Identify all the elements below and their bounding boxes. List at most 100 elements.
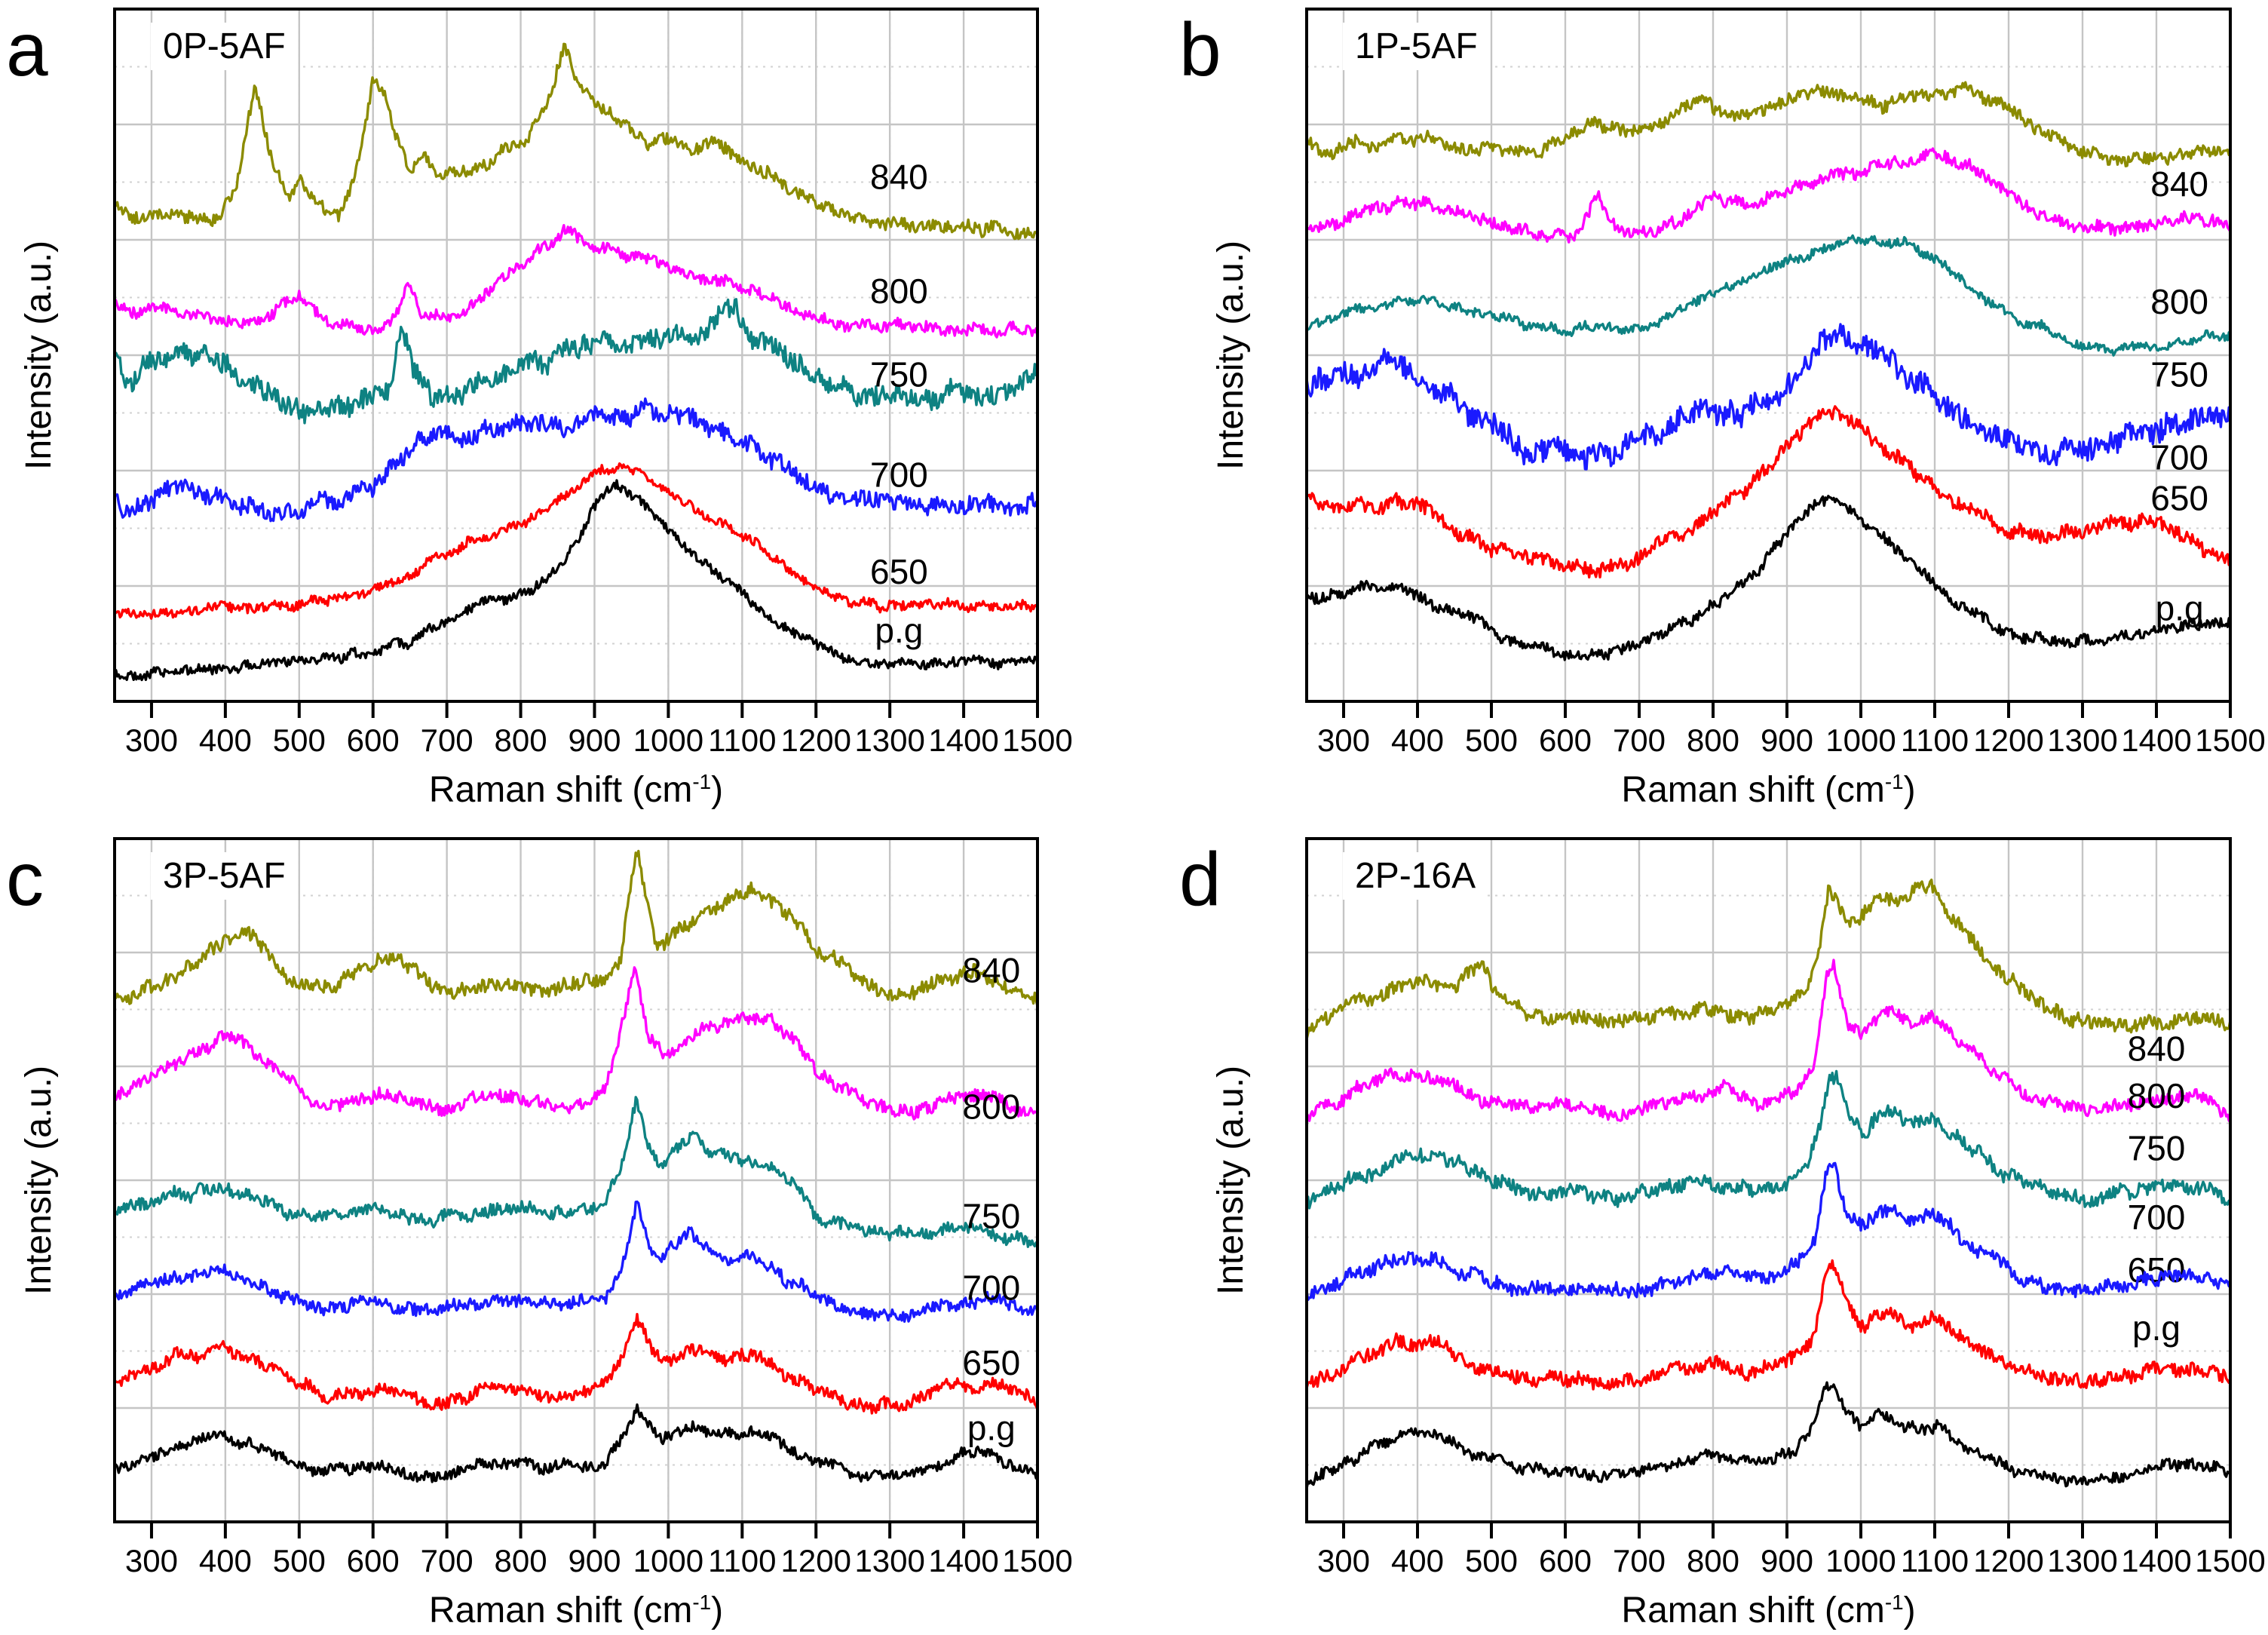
spectrum-curve-650 <box>113 1312 1039 1415</box>
x-axis-title: Raman shift (cm-1) <box>115 1590 1037 1631</box>
sample-label: 1P-5AF <box>1343 23 1490 70</box>
x-tick-label: 900 <box>568 722 621 758</box>
x-tick-label: 1400 <box>2121 722 2191 758</box>
x-tick-label: 1000 <box>1825 722 1896 758</box>
x-tick-label: 1400 <box>928 1543 998 1578</box>
spectrum-curve-p.g <box>1305 1381 2232 1490</box>
curve-label-p.g: p.g <box>875 611 923 650</box>
x-tick-label: 1100 <box>708 722 776 758</box>
spectrum-curve-840 <box>113 849 1039 1008</box>
spectrum-curve-p.g <box>113 1403 1039 1483</box>
spectrum-curve-800 <box>113 966 1039 1121</box>
curve-label-800: 800 <box>2150 282 2208 321</box>
spectrum-curve-800 <box>1305 147 2232 244</box>
curve-label-650: 650 <box>962 1343 1020 1382</box>
spectrum-curve-800 <box>113 224 1039 339</box>
x-axis-title-text: Raman shift (cm <box>428 1591 693 1630</box>
curve-label-p.g: p.g <box>967 1408 1016 1447</box>
x-tick-label: 1400 <box>2121 1543 2191 1578</box>
x-tick-label: 300 <box>1317 1543 1370 1578</box>
x-axis-title-close: ) <box>711 770 724 810</box>
x-tick-label: 1500 <box>2195 1543 2265 1578</box>
x-tick-label: 1200 <box>781 1543 851 1578</box>
spectrum-curve-650 <box>113 462 1039 620</box>
curve-label-700: 700 <box>870 455 928 494</box>
x-tick-label: 600 <box>347 1543 400 1578</box>
x-tick-label: 800 <box>1687 1543 1739 1578</box>
y-axis-title-text: Intensity (a.u.) <box>1211 1065 1251 1296</box>
x-tick-label: 600 <box>1539 1543 1592 1578</box>
x-tick-label: 300 <box>125 722 178 758</box>
x-tick-label: 1300 <box>854 1543 924 1578</box>
x-tick-label: 900 <box>1761 1543 1813 1578</box>
x-tick-label: 600 <box>347 722 400 758</box>
curve-label-p.g: p.g <box>2132 1308 2181 1348</box>
x-tick-label: 1300 <box>2047 722 2117 758</box>
x-axis-title-sup: -1 <box>692 770 712 793</box>
spectrum-curve-700 <box>1305 323 2232 471</box>
x-axis-title-close: ) <box>1903 1591 1916 1630</box>
x-tick-label: 600 <box>1539 722 1592 758</box>
x-tick-label: 1200 <box>1973 722 2043 758</box>
spectrum-curve-700 <box>113 397 1039 523</box>
x-tick-label: 1100 <box>708 1543 776 1578</box>
x-tick-label: 400 <box>1391 722 1444 758</box>
x-tick-label: 700 <box>421 1543 474 1578</box>
x-tick-label: 1200 <box>1973 1543 2043 1578</box>
x-tick-label: 1500 <box>2195 722 2265 758</box>
spectrum-curve-840 <box>113 42 1039 241</box>
curve-label-750: 750 <box>870 354 928 394</box>
sample-label: 0P-5AF <box>151 23 298 70</box>
curve-label-p.g: p.g <box>2156 589 2204 628</box>
spectrum-curve-p.g <box>1305 495 2232 661</box>
curve-label-800: 800 <box>962 1087 1020 1126</box>
x-axis-title: Raman shift (cm-1) <box>115 769 1037 811</box>
curve-label-840: 840 <box>962 950 1020 989</box>
x-tick-label: 800 <box>495 722 547 758</box>
x-tick-label: 1100 <box>1901 1543 1969 1578</box>
spectrum-curve-750 <box>113 1096 1039 1249</box>
x-tick-label: 700 <box>1613 722 1666 758</box>
x-tick-label: 700 <box>1613 1543 1666 1578</box>
spectrum-curve-800 <box>1305 959 2232 1122</box>
curve-label-750: 750 <box>2128 1129 2186 1168</box>
spectrum-curve-840 <box>1305 81 2232 167</box>
panel-letter-c: c <box>6 837 44 922</box>
x-tick-label: 400 <box>1391 1543 1444 1578</box>
sample-label: 3P-5AF <box>151 852 298 900</box>
x-tick-label: 400 <box>199 722 252 758</box>
curve-label-750: 750 <box>962 1196 1020 1235</box>
curve-label-840: 840 <box>2150 164 2208 204</box>
x-tick-label: 1000 <box>1825 1543 1896 1578</box>
spectrum-curve-p.g <box>113 479 1039 682</box>
x-axis-title: Raman shift (cm-1) <box>1307 769 2230 811</box>
x-tick-label: 800 <box>1687 722 1739 758</box>
x-tick-label: 300 <box>125 1543 178 1578</box>
curve-label-840: 840 <box>870 158 928 197</box>
spectrum-curve-750 <box>1305 1069 2232 1210</box>
spectrum-curve-650 <box>1305 1259 2232 1391</box>
x-axis-title-close: ) <box>1903 770 1916 810</box>
panel-letter-b: b <box>1179 8 1221 92</box>
x-axis-title-text: Raman shift (cm <box>428 770 693 810</box>
x-tick-label: 300 <box>1317 722 1370 758</box>
x-tick-label: 500 <box>273 722 326 758</box>
x-tick-label: 1400 <box>928 722 998 758</box>
spectrum-curve-700 <box>1305 1161 2232 1302</box>
x-tick-label: 1500 <box>1002 1543 1072 1578</box>
x-tick-label: 400 <box>199 1543 252 1578</box>
spectrum-curve-650 <box>1305 405 2232 579</box>
x-axis-title-text: Raman shift (cm <box>1621 770 1885 810</box>
spectrum-curve-700 <box>113 1200 1039 1324</box>
curve-label-700: 700 <box>962 1268 1020 1308</box>
curve-label-700: 700 <box>2128 1198 2186 1237</box>
x-tick-label: 800 <box>495 1543 547 1578</box>
x-tick-label: 1000 <box>633 722 703 758</box>
x-tick-label: 1200 <box>781 722 851 758</box>
x-axis-title: Raman shift (cm-1) <box>1307 1590 2230 1631</box>
curve-label-700: 700 <box>2150 437 2208 477</box>
x-tick-label: 500 <box>273 1543 326 1578</box>
